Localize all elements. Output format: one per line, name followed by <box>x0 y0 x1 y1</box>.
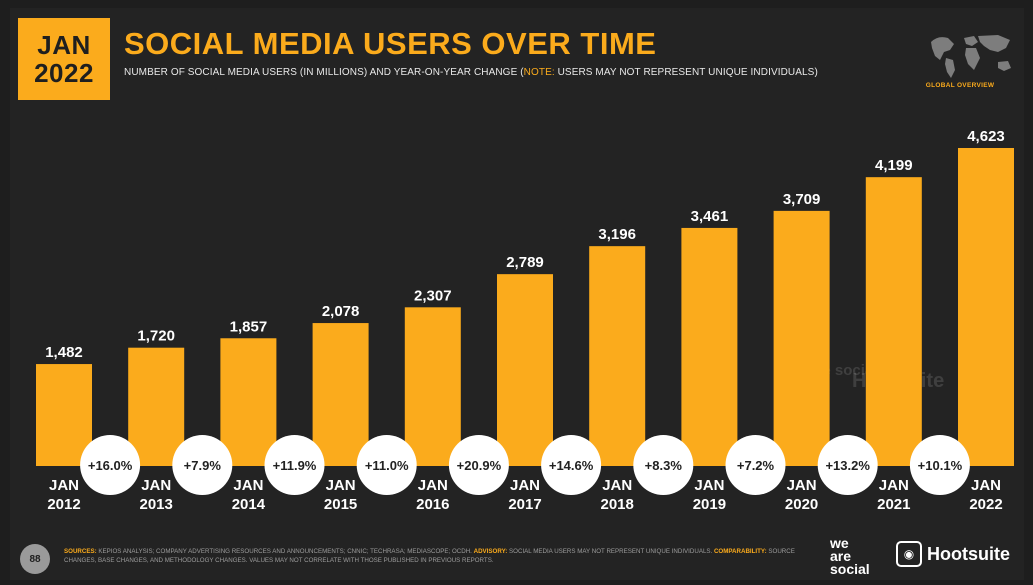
advisory-text: SOCIAL MEDIA USERS MAY NOT REPRESENT UNI… <box>507 548 714 555</box>
bar <box>404 307 461 466</box>
x-tick-year: 2022 <box>969 496 1002 513</box>
badge-year: 2022 <box>34 58 94 88</box>
x-tick-year: 2014 <box>232 496 266 513</box>
date-badge: JAN 2022 <box>18 18 110 100</box>
x-tick-year: 2015 <box>324 496 357 513</box>
bar-value-label: 4,623 <box>967 128 1005 145</box>
subtitle-note-label: NOTE: <box>523 67 555 78</box>
bar <box>497 274 553 466</box>
x-tick-month: JAN <box>971 477 1001 494</box>
yoy-change-pill <box>172 435 233 495</box>
hootsuite-wordmark: Hootsuite <box>927 543 1010 564</box>
bar-value-label: 1,857 <box>230 318 268 335</box>
x-tick-year: 2018 <box>601 496 634 513</box>
x-tick-year: 2017 <box>508 496 541 513</box>
bar <box>589 246 646 466</box>
bar <box>312 323 369 466</box>
advisory-label: ADVISORY: <box>473 548 508 555</box>
bar <box>681 227 738 466</box>
x-tick-month: JAN <box>694 477 724 494</box>
bar-value-label: 2,307 <box>414 287 452 304</box>
bar-value-label: 3,461 <box>691 208 729 225</box>
x-tick-month: JAN <box>418 477 448 494</box>
we-are-social-logo: we are social <box>830 535 870 577</box>
x-tick-month: JAN <box>326 477 356 494</box>
x-tick-month: JAN <box>510 477 540 494</box>
comparability-text: SOURCE CHANGES, BASE CHANGES, AND METHOD… <box>64 548 795 564</box>
x-tick-month: JAN <box>602 477 632 494</box>
hootsuite-logo: ◉ Hootsuite <box>896 541 1010 567</box>
world-map-icon <box>931 35 1011 78</box>
logo-are: are <box>830 548 852 564</box>
yoy-change-label: +8.3% <box>645 458 683 473</box>
x-tick-month: JAN <box>787 477 817 494</box>
x-tick-year: 2013 <box>140 496 173 513</box>
yoy-change-pill <box>356 435 417 495</box>
bar-value-label: 3,709 <box>783 191 821 208</box>
yoy-change-label: +14.6% <box>549 458 594 473</box>
page-subtitle: NUMBER OF SOCIAL MEDIA USERS (IN MILLION… <box>124 67 818 78</box>
owl-icon: ◉ <box>896 541 922 567</box>
bar <box>36 364 92 466</box>
bar <box>958 148 1014 466</box>
yoy-change-pill <box>909 435 970 495</box>
x-tick-year: 2016 <box>416 496 449 513</box>
x-tick-year: 2012 <box>47 496 80 513</box>
x-tick-month: JAN <box>233 477 263 494</box>
x-tick-year: 2020 <box>785 496 818 513</box>
subtitle-note-text: USERS MAY NOT REPRESENT UNIQUE INDIVIDUA… <box>554 67 818 78</box>
bar-value-label: 2,789 <box>506 254 544 271</box>
sources-text: KEPIOS ANALYSIS; COMPANY ADVERTISING RES… <box>96 548 474 555</box>
yoy-change-pill <box>817 435 878 495</box>
x-tick-year: 2021 <box>877 496 910 513</box>
yoy-change-label: +13.2% <box>825 458 870 473</box>
yoy-change-pill <box>633 435 694 495</box>
bar <box>128 347 185 466</box>
yoy-change-pill <box>448 435 509 495</box>
yoy-change-pill <box>541 435 602 495</box>
logo-we: we <box>830 535 849 551</box>
yoy-change-label: +11.9% <box>273 458 317 473</box>
bar-value-label: 4,199 <box>875 157 913 174</box>
x-tick-month: JAN <box>141 477 171 494</box>
global-overview-label: GLOBAL OVERVIEW <box>925 82 995 89</box>
footer-sources: SOURCES: KEPIOS ANALYSIS; COMPANY ADVERT… <box>64 547 804 565</box>
x-tick-month: JAN <box>879 477 909 494</box>
x-tick-year: 2019 <box>693 496 726 513</box>
yoy-change-pill <box>80 435 141 495</box>
yoy-change-label: +16.0% <box>88 458 133 473</box>
bar-value-label: 1,482 <box>45 344 83 361</box>
sources-label: SOURCES: <box>64 548 97 555</box>
bar-value-label: 2,078 <box>322 303 360 320</box>
yoy-change-label: +10.1% <box>918 458 963 473</box>
yoy-change-label: +11.0% <box>365 458 409 473</box>
yoy-change-pill <box>264 435 325 495</box>
yoy-change-label: +7.2% <box>737 458 775 473</box>
bar-value-label: 3,196 <box>598 226 636 243</box>
bar-value-label: 1,720 <box>137 328 175 345</box>
x-tick-month: JAN <box>49 477 79 494</box>
subtitle-prefix: NUMBER OF SOCIAL MEDIA USERS (IN MILLION… <box>124 67 524 78</box>
badge-month: JAN <box>37 30 91 60</box>
page-title: SOCIAL MEDIA USERS OVER TIME <box>124 26 657 61</box>
page-number: 88 <box>20 544 50 574</box>
comparability-label: COMPARABILITY: <box>713 548 767 555</box>
logo-social: social <box>830 561 870 577</box>
yoy-change-pill <box>725 435 786 495</box>
bar <box>220 338 277 466</box>
bar <box>865 177 922 467</box>
bar <box>773 210 830 466</box>
yoy-change-label: +7.9% <box>184 458 222 473</box>
yoy-change-label: +20.9% <box>457 458 502 473</box>
